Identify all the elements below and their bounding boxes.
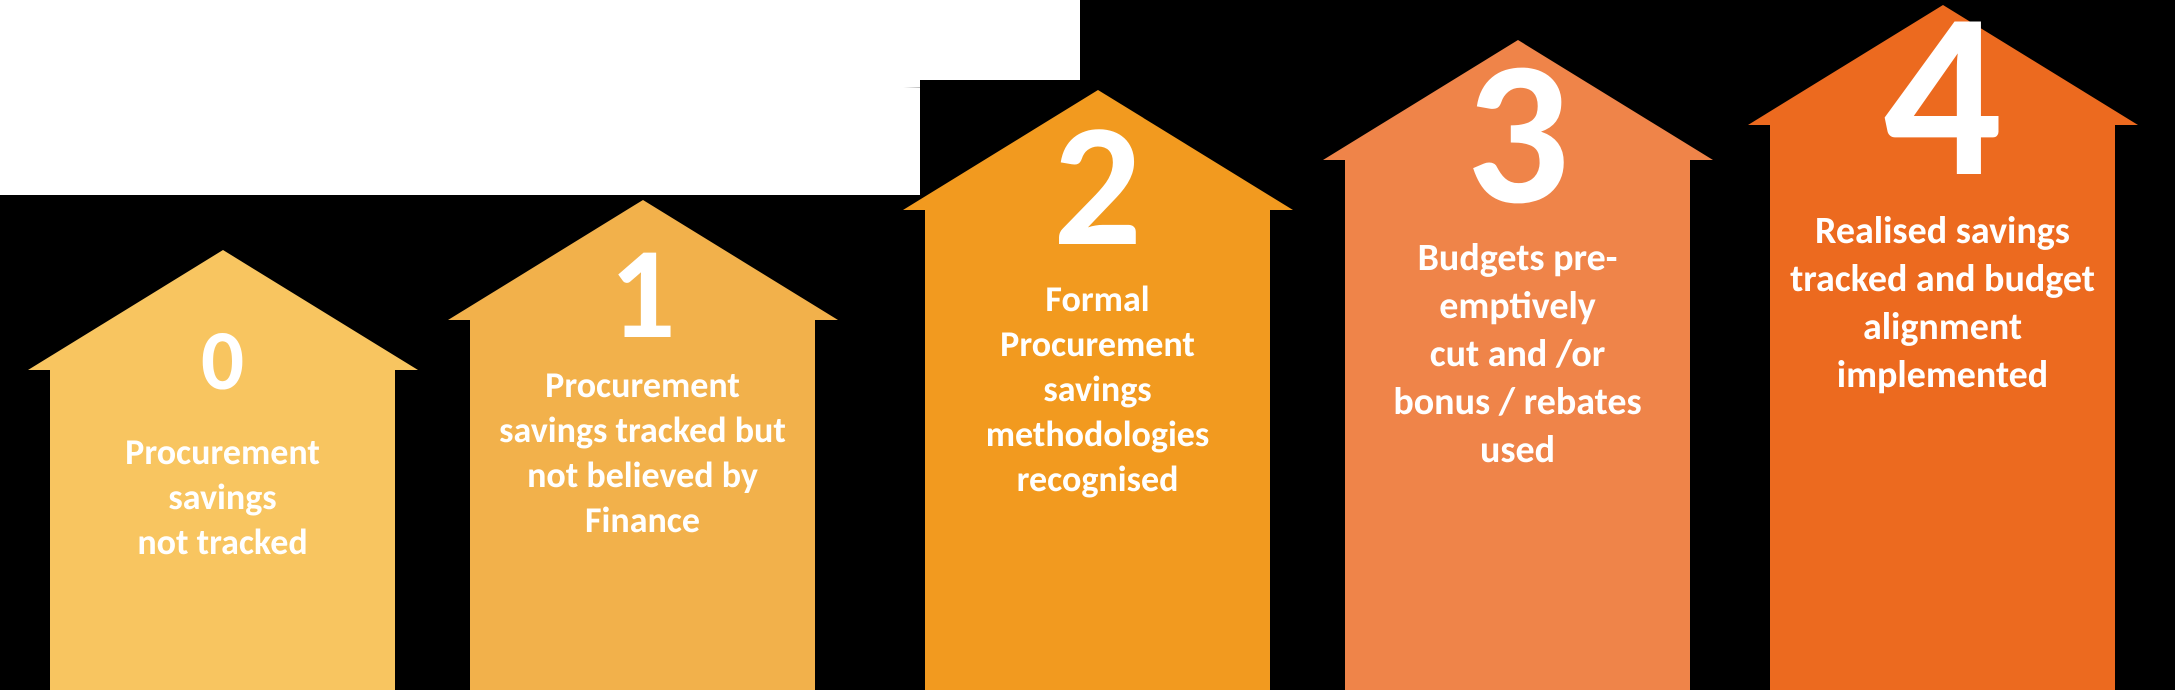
maturity-arrow-4: 4Realised savings tracked and budget ali… [1770, 2, 2115, 690]
background-white-box-0 [0, 0, 920, 195]
arrow-label: Procurement savings tracked but not beli… [498, 363, 788, 543]
arrow-label: Realised savings tracked and budget alig… [1788, 207, 2098, 399]
arrow-body: 4Realised savings tracked and budget ali… [1770, 125, 2115, 690]
arrow-label: Procurement savings not tracked [88, 430, 358, 565]
maturity-arrow-1: 1 Procurement savings tracked but not bel… [470, 197, 815, 690]
arrow-body: 2Formal Procurement savings methodologie… [925, 210, 1270, 690]
arrow-number: 4 [1770, 0, 2115, 195]
arrow-number: 3 [1345, 46, 1690, 220]
arrow-body: 1Procurement savings tracked but not bel… [470, 320, 815, 690]
maturity-arrow-2: 2 Formal Procurement savings methodologie… [925, 87, 1270, 690]
background-white-box-1 [920, 0, 1080, 80]
arrow-number: 1 [470, 238, 815, 349]
arrow-label: Formal Procurement savings methodologies… [953, 277, 1243, 502]
arrow-number: 2 [925, 110, 1270, 259]
maturity-arrow-3: 3Budgets pre-emptively cut and /or bonus… [1345, 37, 1690, 690]
arrow-number: 0 [50, 324, 395, 396]
arrow-body: 0Procurement savings not tracked [50, 370, 395, 690]
maturity-arrows-infographic: 0 Procurement savings not tracked 1 Procure… [0, 0, 2175, 690]
arrow-label: Budgets pre-emptively cut and /or bonus … [1388, 234, 1648, 474]
maturity-arrow-0: 0 Procurement savings not tracked [50, 247, 395, 690]
arrow-body: 3Budgets pre-emptively cut and /or bonus… [1345, 160, 1690, 690]
